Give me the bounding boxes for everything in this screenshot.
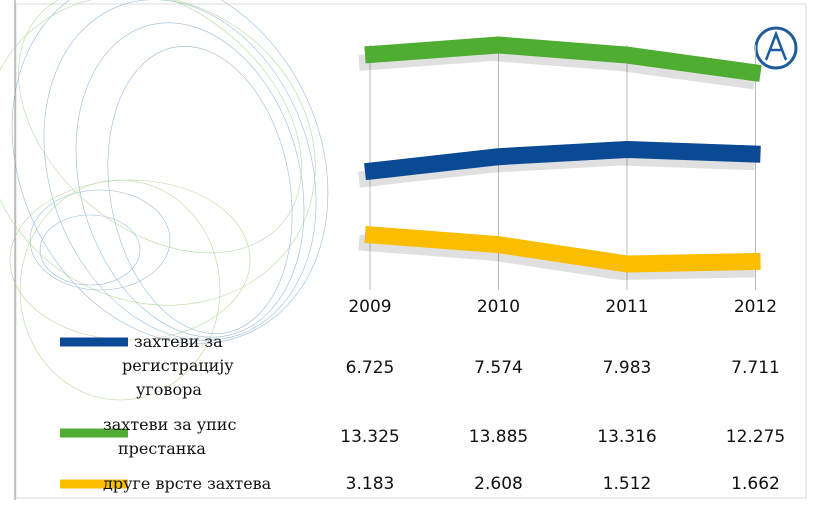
table-value: 6.725 [346, 358, 395, 378]
table-value: 7.574 [474, 358, 523, 378]
legend-label: захтеви за упис престанка [103, 415, 236, 458]
table-value: 13.325 [340, 427, 399, 447]
x-tick-label: 2011 [605, 297, 648, 317]
series-line [364, 225, 761, 273]
legend-label: захтеви за регистрацију уговора [122, 332, 234, 399]
legend-label: друге врсте захтева [103, 474, 272, 493]
logo-mark [764, 30, 788, 61]
x-tick-label: 2012 [734, 297, 777, 317]
table-value: 1.662 [731, 474, 780, 494]
table-value: 3.183 [346, 474, 395, 494]
table-value: 7.711 [731, 358, 780, 378]
table-value: 1.512 [603, 474, 652, 494]
table-value: 13.316 [597, 427, 656, 447]
x-tick-label: 2010 [477, 297, 520, 317]
table-value: 12.275 [726, 427, 785, 447]
table-value: 7.983 [603, 358, 652, 378]
x-tick-label: 2009 [348, 297, 391, 317]
frame [15, 3, 807, 499]
table-value: 2.608 [474, 474, 523, 494]
series-line [364, 140, 761, 181]
table-value: 13.885 [469, 427, 528, 447]
series-line [364, 36, 762, 82]
decoration [0, 0, 329, 401]
